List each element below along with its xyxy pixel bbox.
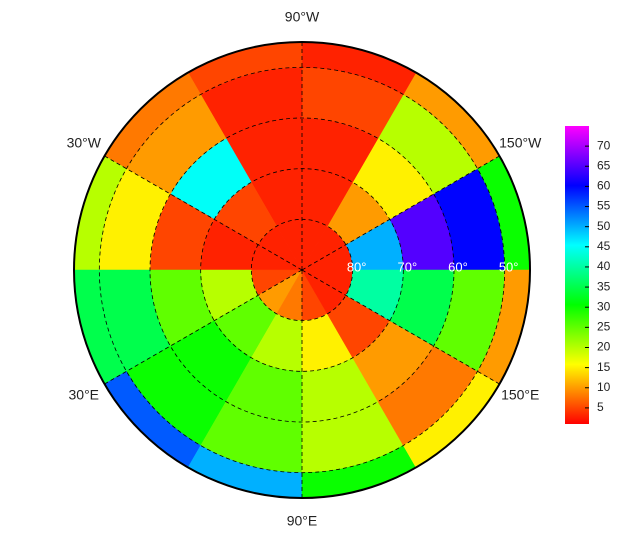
meridian-label: 30°E [69,387,100,403]
meridian-line [301,155,500,271]
meridian-line [104,269,303,385]
colorbar-label: 40 [597,259,611,273]
colorbar-label: 15 [597,360,611,374]
colorbar-label: 25 [597,320,611,334]
colorbar-label: 50 [597,219,611,233]
colorbar-label: 45 [597,239,611,253]
meridian-line [104,155,303,271]
colorbar-label: 10 [597,380,611,394]
meridian-label: 90°E [287,513,318,529]
heatmap [74,42,530,498]
colorbar-label: 5 [597,400,604,414]
meridian-line [301,269,500,385]
colorbar-fill [565,126,589,424]
parallel-label: 60° [448,259,468,274]
parallel-label: 80° [347,259,367,274]
colorbar-label: 35 [597,279,611,293]
colorbar-label: 70 [597,138,611,152]
parallel-line [98,66,506,474]
colorbar-label: 60 [597,179,611,193]
map-border [73,41,531,499]
colorbar-label: 20 [597,340,611,354]
meridian-label: 90°W [285,9,320,25]
colorbar-label: 30 [597,299,611,313]
graticule [98,42,506,498]
colorbar: 5 10 15 20 25 30 35 40 45 50 55 60 65 70 [565,126,611,424]
colorbar-label: 65 [597,158,611,172]
parallel-label: 70° [397,259,417,274]
labels: 80° 70° 60° 50° 90°W 30°W 150°W 30°E 150°E 90°E [67,9,543,529]
colorbar-label: 55 [597,199,611,213]
parallel-line [149,117,455,423]
meridian-label: 150°E [501,387,539,403]
meridian-label: 150°W [499,135,542,151]
meridian-label: 30°W [67,135,102,151]
parallel-label: 50° [499,259,519,274]
